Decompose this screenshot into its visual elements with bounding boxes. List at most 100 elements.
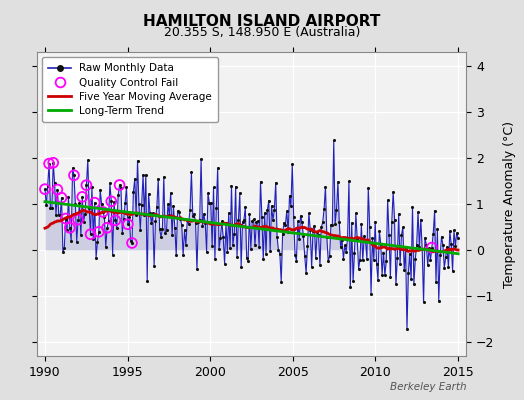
Point <box>363 256 371 262</box>
Point <box>141 172 150 178</box>
Point <box>136 227 145 233</box>
Point <box>102 244 110 250</box>
Point <box>436 252 444 258</box>
Point <box>412 242 421 248</box>
Point <box>99 209 107 215</box>
Point <box>342 249 351 255</box>
Point <box>46 205 54 212</box>
Point <box>172 252 180 258</box>
Point <box>93 239 102 245</box>
Point <box>289 214 298 220</box>
Point <box>346 284 355 291</box>
Point <box>276 251 284 257</box>
Point <box>107 198 115 204</box>
Point <box>341 242 349 249</box>
Point <box>85 204 93 211</box>
Point <box>281 222 290 228</box>
Point <box>70 172 78 178</box>
Point <box>303 243 312 249</box>
Point <box>91 200 99 206</box>
Point <box>262 251 270 258</box>
Point <box>180 227 189 233</box>
Point <box>430 208 439 214</box>
Point <box>407 276 416 283</box>
Point <box>154 175 162 182</box>
Point <box>129 189 138 196</box>
Point <box>74 216 82 223</box>
Point <box>244 258 252 264</box>
Point <box>230 230 238 237</box>
Point <box>69 165 77 171</box>
Point <box>449 268 457 274</box>
Point <box>352 210 360 216</box>
Point <box>380 272 389 278</box>
Point <box>96 187 104 193</box>
Point <box>324 258 332 264</box>
Point <box>325 253 334 260</box>
Point <box>200 211 208 217</box>
Point <box>75 200 84 206</box>
Point <box>88 184 96 190</box>
Point <box>146 210 154 216</box>
Point <box>440 264 449 271</box>
Point <box>215 246 223 252</box>
Point <box>63 227 71 233</box>
Point <box>386 274 395 280</box>
Point <box>143 278 151 284</box>
Point <box>49 160 58 166</box>
Point <box>67 238 75 244</box>
Point <box>288 161 297 167</box>
Point <box>433 226 442 232</box>
Point <box>450 227 458 234</box>
Point <box>189 213 197 219</box>
Point <box>70 172 78 178</box>
Point <box>421 235 429 241</box>
Point <box>86 231 95 238</box>
Point <box>390 216 399 223</box>
Point <box>148 210 157 216</box>
Point <box>57 194 66 201</box>
Point <box>161 230 169 237</box>
Point <box>92 254 100 261</box>
Point <box>66 225 74 231</box>
Point <box>419 299 428 305</box>
Point <box>135 201 143 208</box>
Point <box>384 197 392 203</box>
Point <box>124 221 132 228</box>
Point <box>389 189 397 195</box>
Point <box>245 211 254 218</box>
Point <box>273 234 281 240</box>
Point <box>274 247 282 254</box>
Point <box>388 219 396 225</box>
Point <box>417 216 425 223</box>
Point <box>42 202 50 208</box>
Point <box>195 216 204 223</box>
Point <box>347 220 356 226</box>
Legend: Raw Monthly Data, Quality Control Fail, Five Year Moving Average, Long-Term Tren: Raw Monthly Data, Quality Control Fail, … <box>42 57 219 122</box>
Point <box>205 200 214 206</box>
Point <box>334 179 342 185</box>
Point <box>328 222 336 228</box>
Point <box>319 219 327 226</box>
Point <box>114 192 123 199</box>
Point <box>103 224 111 231</box>
Point <box>208 242 216 249</box>
Point <box>399 224 407 230</box>
Point <box>385 232 393 238</box>
Point <box>343 234 352 241</box>
Point <box>128 240 136 246</box>
Text: HAMILTON ISLAND AIRPORT: HAMILTON ISLAND AIRPORT <box>143 14 381 29</box>
Point <box>293 218 302 224</box>
Point <box>357 221 366 228</box>
Point <box>249 216 258 222</box>
Point <box>267 203 276 209</box>
Point <box>306 226 314 233</box>
Point <box>269 217 277 223</box>
Point <box>304 210 313 216</box>
Point <box>145 191 153 197</box>
Point <box>350 250 358 256</box>
Point <box>209 184 217 190</box>
Point <box>408 204 417 210</box>
Point <box>147 220 156 226</box>
Point <box>108 252 117 258</box>
